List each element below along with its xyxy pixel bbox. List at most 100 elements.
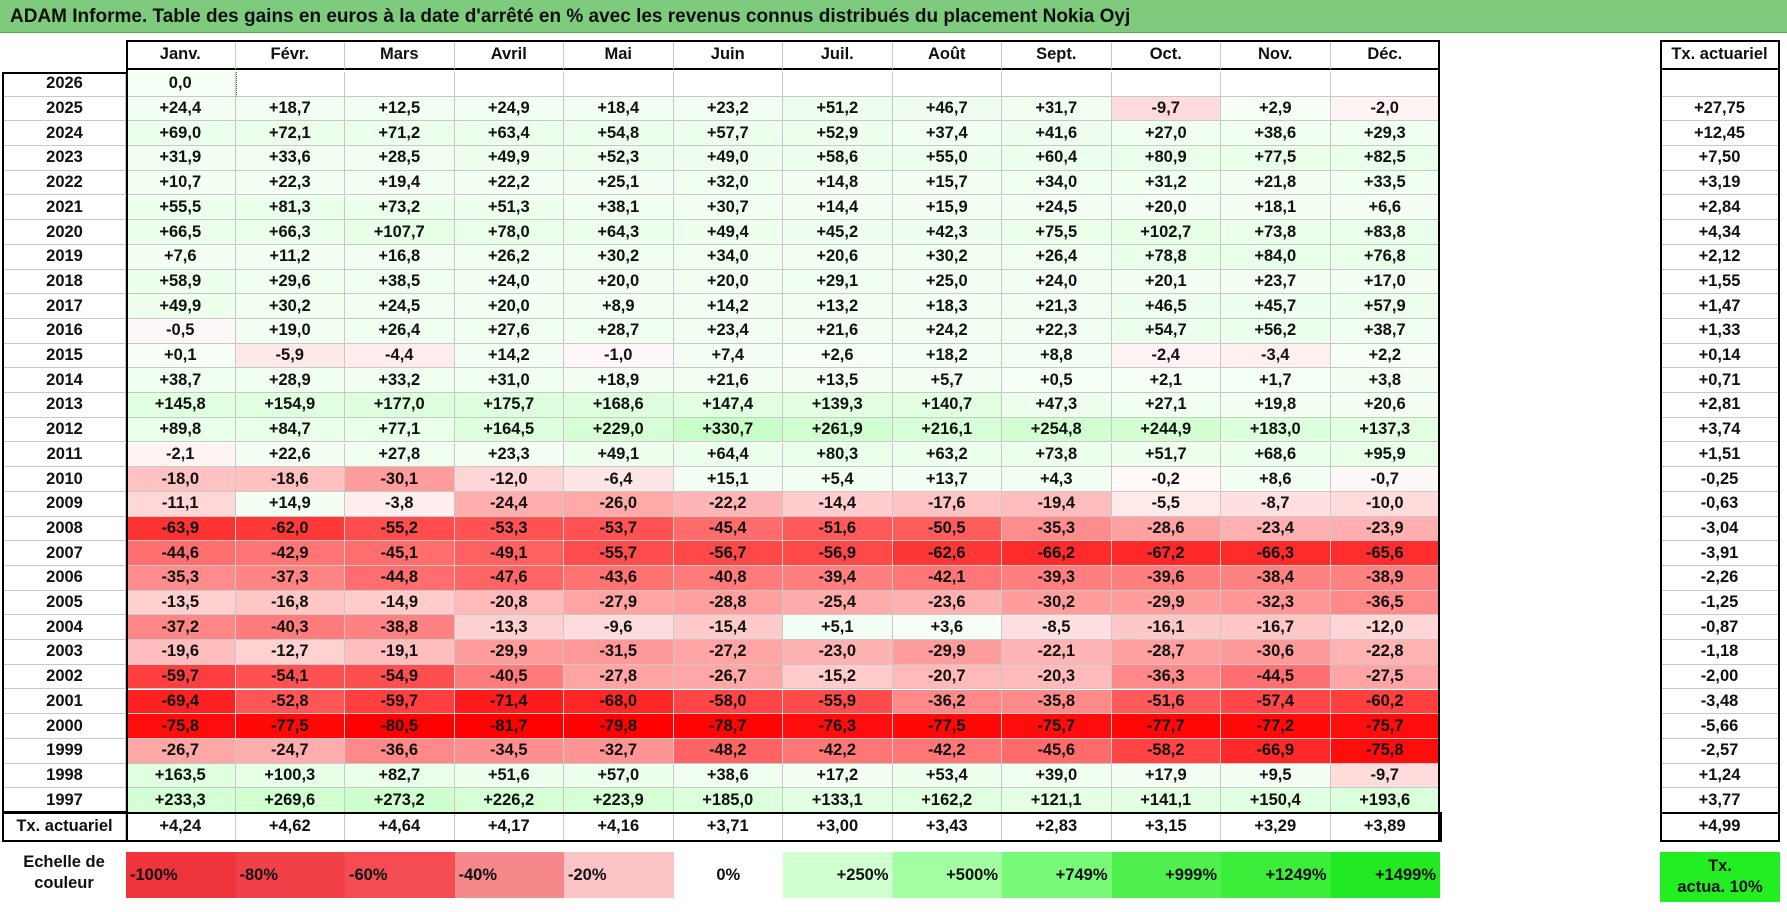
value-cell: +14,4: [783, 195, 893, 221]
footer-rate-cell: +2,83: [1002, 812, 1112, 842]
value-cell: -23,0: [783, 640, 893, 665]
value-cell: +13,5: [783, 368, 893, 394]
year-label: 2019: [4, 244, 126, 270]
value-cell: +20,6: [783, 244, 893, 270]
value-cell: -22,2: [673, 491, 783, 517]
value-cell: [1111, 72, 1221, 97]
value-cell: -9,7: [1330, 763, 1440, 789]
year-label: 2022: [4, 170, 126, 196]
value-cell: +14,2: [454, 343, 564, 369]
value-cell: -54,1: [235, 664, 345, 690]
value-cell: +57,0: [564, 763, 674, 789]
value-cell: +39,0: [1002, 763, 1112, 789]
value-cell: -28,7: [1111, 640, 1221, 665]
rate-cell: +3,74: [1660, 417, 1780, 443]
value-cell: -56,9: [783, 541, 893, 566]
value-cell: +51,6: [454, 763, 564, 789]
color-scale-swatch: -80%: [235, 852, 345, 898]
value-cell: -35,3: [1002, 516, 1112, 542]
value-cell: +0,5: [1002, 368, 1112, 394]
value-cell: +78,8: [1111, 244, 1221, 270]
value-cell: -52,8: [235, 689, 345, 715]
value-cell: -2,4: [1111, 343, 1221, 369]
value-cell: +58,9: [126, 269, 236, 295]
value-cell: +5,1: [783, 615, 893, 641]
value-cell: -12,7: [235, 640, 345, 665]
year-label: 2002: [4, 664, 126, 690]
value-cell: -76,3: [783, 714, 893, 739]
value-cell: -5,9: [235, 343, 345, 369]
value-cell: +27,1: [1111, 393, 1221, 418]
value-cell: -32,7: [564, 738, 674, 764]
value-cell: -79,8: [564, 714, 674, 739]
value-cell: +8,9: [564, 294, 674, 319]
footer-rate-cell: +4,17: [454, 812, 564, 842]
value-cell: -26,7: [673, 664, 783, 690]
value-cell: -20,3: [1002, 664, 1112, 690]
value-cell: -27,2: [673, 640, 783, 665]
value-cell: -22,8: [1330, 640, 1440, 665]
value-cell: +49,9: [126, 294, 236, 319]
value-cell: +5,4: [783, 467, 893, 492]
value-cell: -14,9: [345, 590, 455, 616]
value-cell: +137,3: [1330, 417, 1440, 443]
value-cell: +15,7: [892, 170, 1002, 196]
value-cell: +261,9: [783, 417, 893, 443]
value-cell: -26,7: [126, 738, 236, 764]
value-cell: -29,9: [892, 640, 1002, 665]
value-cell: +45,7: [1221, 294, 1331, 319]
value-cell: +140,7: [892, 393, 1002, 418]
rate-cell: +2,12: [1660, 244, 1780, 270]
value-cell: +19,8: [1221, 393, 1331, 418]
value-cell: -57,4: [1221, 689, 1331, 715]
value-cell: -22,1: [1002, 640, 1112, 665]
value-cell: -39,3: [1002, 566, 1112, 591]
value-cell: +13,2: [783, 294, 893, 319]
value-cell: -16,8: [235, 590, 345, 616]
value-cell: -27,8: [564, 664, 674, 690]
value-cell: +244,9: [1111, 417, 1221, 443]
value-cell: +27,0: [1111, 121, 1221, 147]
value-cell: -30,6: [1221, 640, 1331, 665]
value-cell: +84,0: [1221, 244, 1331, 270]
value-cell: +145,8: [126, 393, 236, 418]
value-cell: -53,7: [564, 516, 674, 542]
footer-rate-cell: +3,71: [673, 812, 783, 842]
footer-rate-cell: +3,00: [783, 812, 893, 842]
value-cell: +8,8: [1002, 343, 1112, 369]
value-cell: +330,7: [673, 417, 783, 443]
value-cell: +27,8: [345, 442, 455, 468]
value-cell: +76,8: [1330, 244, 1440, 270]
rate-cell: -0,63: [1660, 491, 1780, 517]
value-cell: -2,1: [126, 442, 236, 468]
year-label: 2023: [4, 146, 126, 171]
value-cell: +2,6: [783, 343, 893, 369]
value-cell: +57,7: [673, 121, 783, 147]
value-cell: -67,2: [1111, 541, 1221, 566]
value-cell: -55,2: [345, 516, 455, 542]
rate-cell: +1,24: [1660, 763, 1780, 789]
value-cell: -6,4: [564, 467, 674, 492]
value-cell: -50,5: [892, 516, 1002, 542]
rate-cell: -3,04: [1660, 516, 1780, 542]
value-cell: +20,6: [1330, 393, 1440, 418]
value-cell: -66,2: [1002, 541, 1112, 566]
value-cell: [1221, 72, 1331, 97]
value-cell: -55,7: [564, 541, 674, 566]
value-cell: +31,9: [126, 146, 236, 171]
value-cell: +23,2: [673, 96, 783, 122]
value-cell: +16,8: [345, 244, 455, 270]
value-cell: -9,7: [1111, 96, 1221, 122]
value-cell: -24,4: [454, 491, 564, 517]
value-cell: -15,2: [783, 664, 893, 690]
value-cell: -58,0: [673, 689, 783, 715]
year-label: 1999: [4, 738, 126, 764]
value-cell: +56,2: [1221, 319, 1331, 344]
rate-cell: -3,48: [1660, 689, 1780, 715]
year-label: 2018: [4, 269, 126, 295]
value-cell: +20,0: [564, 269, 674, 295]
value-cell: -18,6: [235, 467, 345, 492]
value-cell: +17,9: [1111, 763, 1221, 789]
value-cell: -9,6: [564, 615, 674, 641]
month-header: Juil.: [783, 40, 893, 70]
